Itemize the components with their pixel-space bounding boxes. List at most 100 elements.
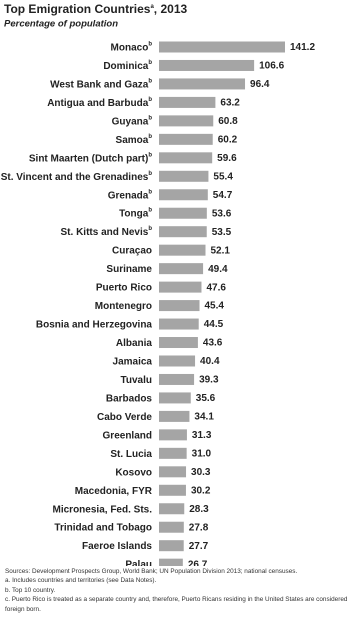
value-label: 53.6 xyxy=(212,208,232,219)
title-note: a xyxy=(150,4,154,10)
value-label: 96.4 xyxy=(250,79,270,90)
bar xyxy=(159,410,190,422)
bar xyxy=(159,318,199,330)
category-name: St. Lucia xyxy=(110,448,152,459)
category-label: Samoab xyxy=(116,133,153,145)
category-label: Suriname xyxy=(106,264,152,275)
category-label: St. Vincent and the Grenadinesb xyxy=(1,170,153,182)
category-label: Puerto Rico xyxy=(96,282,152,293)
category-note: b xyxy=(148,226,152,232)
category-label: Cabo Verde xyxy=(97,412,152,423)
value-label: 49.4 xyxy=(208,264,228,275)
category-name: Faeroe Islands xyxy=(82,541,152,552)
category-note: b xyxy=(148,78,152,84)
bar xyxy=(159,355,196,367)
category-label: Guyanab xyxy=(112,115,153,127)
category-name: Montenegro xyxy=(95,301,152,312)
value-label: 44.5 xyxy=(204,319,224,330)
category-note: b xyxy=(148,152,152,158)
chart: Top Emigration Countriesa, 2013 Percenta… xyxy=(1,2,315,566)
value-label: 53.5 xyxy=(212,227,232,238)
category-label: Faeroe Islands xyxy=(82,541,152,552)
category-label: Barbados xyxy=(106,393,153,404)
note: Sources: Development Prospects Group, Wo… xyxy=(5,568,298,575)
category-name: Macedonia, FYR xyxy=(75,485,153,496)
value-label: 106.6 xyxy=(259,61,284,72)
category-name: Greenland xyxy=(103,430,152,441)
value-label: 34.1 xyxy=(194,412,214,423)
category-note: b xyxy=(148,207,152,213)
value-label: 28.3 xyxy=(189,504,209,515)
bar xyxy=(159,503,185,515)
category-label: Monacob xyxy=(111,41,153,53)
category-name: Samoa xyxy=(116,134,149,145)
bar xyxy=(159,115,214,127)
category-label: St. Kitts and Nevisb xyxy=(61,226,153,238)
subtitle: Percentage of population xyxy=(4,19,118,30)
bar xyxy=(159,170,209,182)
title-text: Top Emigration Countries xyxy=(4,2,151,16)
note: b. Top 10 country. xyxy=(5,586,56,594)
chart-title: Top Emigration Countriesa, 2013 xyxy=(4,2,187,16)
category-label: St. Lucia xyxy=(110,448,152,459)
category-note: b xyxy=(148,41,152,47)
category-name: Sint Maarten (Dutch part) xyxy=(29,153,148,164)
category-label: Kosovo xyxy=(115,467,152,478)
category-name: Tonga xyxy=(119,208,149,219)
value-label: 60.8 xyxy=(218,116,238,127)
value-label: 39.3 xyxy=(199,375,219,386)
category-name: St. Kitts and Nevis xyxy=(61,227,149,238)
value-label: 63.2 xyxy=(220,98,240,109)
note: c. Puerto Rico is treated as a separate … xyxy=(5,596,348,613)
category-label: Grenadab xyxy=(108,189,153,201)
category-note: b xyxy=(148,133,152,139)
value-label: 27.8 xyxy=(189,522,209,533)
category-name: Barbados xyxy=(106,393,153,404)
bar xyxy=(159,373,195,385)
category-note: b xyxy=(148,189,152,195)
category-name: Antigua and Barbuda xyxy=(47,98,149,109)
value-label: 30.3 xyxy=(191,467,211,478)
bar xyxy=(159,244,206,256)
value-label: 55.4 xyxy=(213,171,233,182)
category-name: Guyana xyxy=(112,116,149,127)
value-label: 52.1 xyxy=(210,245,230,256)
category-name: Tuvalu xyxy=(121,375,152,386)
bar xyxy=(159,300,200,312)
bar xyxy=(159,540,184,552)
category-name: Bosnia and Herzegovina xyxy=(36,319,153,330)
category-name: Cabo Verde xyxy=(97,412,152,423)
category-label: West Bank and Gazab xyxy=(50,78,152,90)
value-label: 59.6 xyxy=(217,153,237,164)
bar xyxy=(159,429,187,441)
value-label: 31.0 xyxy=(192,448,212,459)
bar xyxy=(159,78,246,90)
category-label: Trinidad and Tobago xyxy=(54,522,152,533)
category-note: b xyxy=(148,115,152,121)
category-name: Dominica xyxy=(103,61,148,72)
category-name: Puerto Rico xyxy=(96,282,152,293)
category-name: West Bank and Gaza xyxy=(50,79,149,90)
value-label: 35.6 xyxy=(196,393,216,404)
category-name: Grenada xyxy=(108,190,149,201)
bar xyxy=(159,521,184,533)
bar xyxy=(159,41,285,53)
bar xyxy=(159,59,255,71)
category-label: Dominicab xyxy=(103,60,152,72)
category-name: Jamaica xyxy=(113,356,153,367)
category-name: Suriname xyxy=(106,264,152,275)
bar xyxy=(159,447,187,459)
category-label: Bosnia and Herzegovina xyxy=(36,319,153,330)
category-label: Micronesia, Fed. Sts. xyxy=(53,504,153,515)
category-label: Albania xyxy=(116,338,153,349)
value-label: 47.6 xyxy=(206,282,226,293)
bar xyxy=(159,96,216,108)
category-name: Micronesia, Fed. Sts. xyxy=(53,504,153,515)
bar xyxy=(159,133,213,145)
value-label: 26.7 xyxy=(188,559,208,566)
bar xyxy=(159,226,207,238)
value-label: 31.3 xyxy=(192,430,212,441)
category-label: Montenegro xyxy=(95,301,152,312)
category-note: b xyxy=(148,60,152,66)
